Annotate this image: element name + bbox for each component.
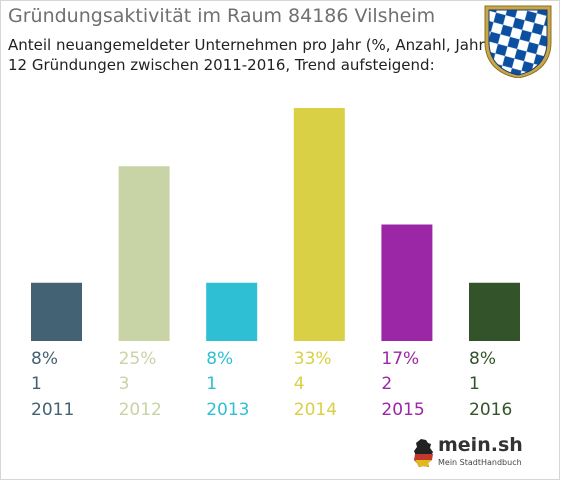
year-label-2012: 2012: [119, 400, 162, 420]
bar-2013: [206, 282, 258, 341]
bar-2015: [381, 224, 433, 341]
percent-label-2015: 17%: [381, 349, 419, 369]
percent-label-2011: 8%: [31, 349, 58, 369]
bavarian-coat-of-arms-icon: [484, 5, 552, 78]
logo-name: mein.sh: [438, 434, 523, 456]
chart-title: Gründungsaktivität im Raum 84186 Vilshei…: [8, 5, 436, 27]
bar-2014: [293, 108, 345, 341]
bar-2012: [118, 166, 170, 341]
year-label-2015: 2015: [381, 400, 424, 420]
count-label-2012: 3: [119, 374, 130, 394]
percent-label-2012: 25%: [119, 349, 157, 369]
subtitle-line-2: 12 Gründungen zwischen 2011-2016, Trend …: [8, 56, 435, 74]
mein-sh-logo[interactable]: mein.sh Mein StadtHandbuch: [412, 434, 523, 474]
subtitle-line-1: Anteil neuangemeldeter Unternehmen pro J…: [8, 36, 491, 54]
count-label-2016: 1: [469, 374, 480, 394]
percent-label-2016: 8%: [469, 349, 496, 369]
bars-group: [31, 108, 520, 341]
year-label-2011: 2011: [31, 400, 74, 420]
count-label-2011: 1: [31, 374, 42, 394]
bar-2016: [469, 282, 520, 341]
year-label-2013: 2013: [206, 400, 249, 420]
chart-subtitle: Anteil neuangemeldeter Unternehmen pro J…: [8, 35, 491, 75]
germany-map-icon: [414, 439, 433, 467]
percent-label-2013: 8%: [206, 349, 233, 369]
year-label-2016: 2016: [469, 400, 512, 420]
percent-label-2014: 33%: [294, 349, 332, 369]
labels-group: 8% 1 2011 25% 3 2012 8% 1 2013 33% 4 2014 17% 2 2015 8%…: [31, 349, 512, 420]
count-label-2014: 4: [294, 374, 305, 394]
bar-2011: [31, 282, 82, 341]
year-label-2014: 2014: [294, 400, 337, 420]
logo-tagline: Mein StadtHandbuch: [438, 458, 522, 467]
count-label-2013: 1: [206, 374, 217, 394]
count-label-2015: 2: [381, 374, 392, 394]
